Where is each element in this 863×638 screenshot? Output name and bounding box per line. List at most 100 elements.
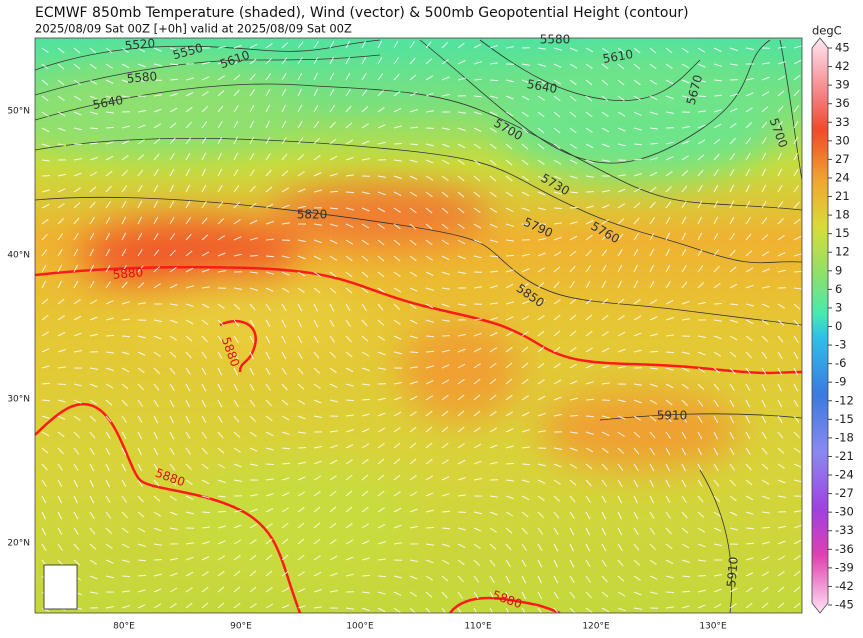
- wind-arrow: [697, 139, 706, 145]
- wind-arrow: [73, 158, 82, 161]
- wind-arrow: [761, 479, 770, 485]
- wind-arrow: [121, 495, 128, 503]
- wind-arrow: [313, 287, 321, 294]
- wind-arrow: [217, 90, 225, 97]
- wind-arrow: [441, 207, 449, 214]
- wind-arrow: [761, 383, 767, 392]
- wind-arrow: [601, 63, 609, 70]
- lon-label: 100°E: [346, 622, 374, 632]
- wind-arrow: [393, 396, 402, 401]
- wind-arrow: [393, 207, 401, 213]
- wind-arrow: [665, 431, 672, 439]
- wind-arrow: [441, 159, 450, 165]
- wind-arrow: [649, 495, 655, 504]
- wind-arrow: [105, 63, 113, 69]
- wind-arrow: [729, 431, 735, 440]
- wind-arrow: [745, 587, 753, 593]
- wind-arrow: [201, 234, 209, 241]
- wind-arrow: [665, 156, 674, 161]
- wind-arrow: [121, 47, 129, 53]
- wind-arrow: [553, 379, 562, 385]
- wind-arrow: [585, 234, 593, 241]
- wind-arrow: [409, 607, 416, 613]
- lat-label: 40°N: [7, 251, 30, 261]
- wind-arrow: [153, 108, 162, 113]
- wind-arrow: [713, 153, 720, 161]
- wind-arrow: [697, 200, 703, 209]
- wind-arrow: [393, 507, 402, 513]
- wind-arrow: [601, 111, 609, 118]
- wind-arrow: [553, 127, 561, 134]
- wind-arrow: [201, 511, 211, 514]
- wind-arrow: [777, 602, 785, 609]
- wind-arrow: [41, 447, 49, 454]
- wind-arrow: [249, 367, 255, 376]
- colorbar-label: 15: [835, 226, 850, 240]
- wind-arrow: [649, 447, 655, 455]
- wind-arrow: [345, 156, 354, 161]
- wind-arrow: [425, 543, 434, 546]
- wind-arrow: [217, 367, 223, 376]
- wind-arrow: [393, 575, 402, 579]
- wind-arrow: [569, 463, 578, 469]
- wind-arrow: [361, 106, 369, 113]
- wind-arrow: [57, 415, 66, 421]
- wind-arrow: [105, 317, 114, 321]
- wind-arrow: [169, 447, 175, 456]
- wind-arrow: [601, 204, 610, 209]
- wind-arrow: [393, 287, 402, 293]
- wind-arrow: [377, 541, 386, 545]
- wind-arrow: [697, 479, 703, 487]
- wind-arrow: [89, 299, 98, 305]
- colorbar-label: 6: [835, 282, 842, 296]
- wind-arrow: [553, 463, 562, 468]
- wind-arrow: [377, 271, 385, 278]
- wind-arrow: [697, 351, 706, 356]
- wind-arrow: [73, 248, 79, 257]
- wind-arrow: [249, 586, 257, 593]
- colorbar-label: -18: [835, 430, 854, 444]
- wind-arrow: [153, 367, 161, 374]
- wind-arrow: [201, 168, 207, 177]
- wind-arrow: [617, 233, 624, 241]
- wind-arrow: [297, 104, 303, 113]
- wind-arrow: [457, 143, 466, 149]
- wind-arrow: [521, 315, 530, 321]
- wind-arrow: [57, 202, 65, 209]
- wind-arrow: [105, 264, 111, 273]
- wind-arrow: [361, 287, 369, 294]
- wind-arrow: [409, 41, 415, 49]
- wind-arrow: [521, 300, 530, 305]
- wind-arrow: [265, 57, 272, 65]
- wind-arrow: [761, 586, 769, 593]
- wind-arrow: [89, 127, 99, 130]
- wind-arrow: [473, 575, 480, 583]
- wind-arrow: [617, 479, 623, 488]
- wind-arrow: [425, 287, 434, 291]
- wind-arrow: [297, 57, 303, 65]
- wind-arrow: [601, 511, 607, 520]
- wind-arrow: [345, 399, 355, 402]
- wind-arrow: [393, 542, 402, 545]
- wind-arrow: [329, 155, 338, 161]
- wind-arrow: [457, 394, 465, 401]
- wind-arrow: [681, 399, 688, 407]
- wind-arrow: [233, 253, 242, 257]
- wind-arrow: [41, 127, 50, 133]
- wind-arrow: [329, 490, 337, 497]
- wind-arrow: [633, 187, 642, 193]
- wind-arrow: [681, 265, 687, 273]
- wind-arrow: [345, 335, 352, 343]
- wind-arrow: [265, 88, 271, 97]
- wind-arrow: [313, 56, 319, 65]
- wind-arrow: [217, 479, 226, 484]
- wind-arrow: [505, 331, 514, 337]
- wind-arrow: [345, 429, 354, 433]
- wind-arrow: [489, 95, 498, 99]
- wind-arrow: [601, 47, 609, 53]
- wind-arrow: [329, 538, 337, 545]
- wind-arrow: [169, 200, 175, 209]
- wind-arrow: [265, 367, 271, 376]
- wind-arrow: [57, 349, 66, 353]
- wind-arrow: [537, 111, 545, 118]
